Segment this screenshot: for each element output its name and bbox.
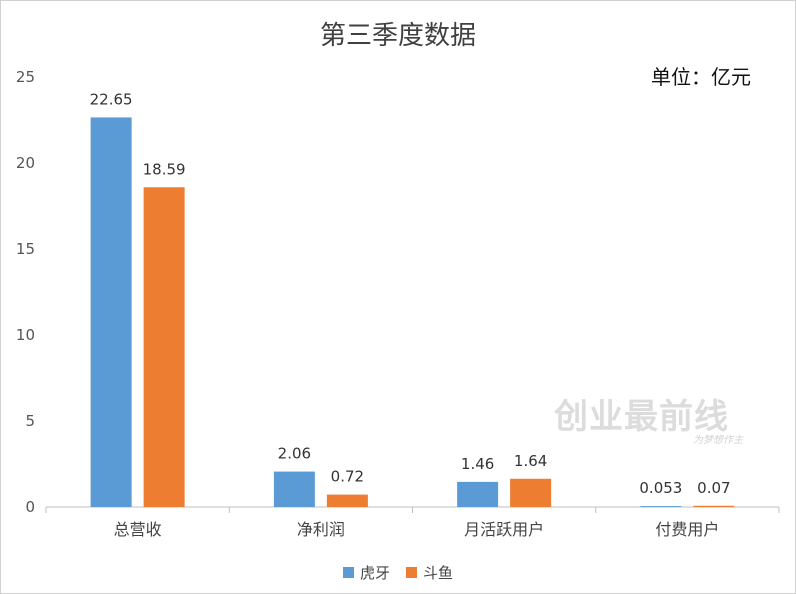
watermark-slogan: 为梦想作主 (693, 435, 743, 446)
category-label: 月活跃用户 (464, 520, 544, 539)
data-label: 0.07 (697, 479, 730, 497)
category-label: 付费用户 (655, 520, 719, 539)
legend-swatch-huya (342, 567, 354, 578)
data-label: 0.72 (331, 468, 364, 486)
bar-douyu (143, 187, 185, 507)
data-label: 2.06 (278, 445, 311, 463)
bar-douyu (326, 494, 368, 507)
bar-douyu (693, 505, 735, 507)
data-label: 0.053 (639, 479, 682, 497)
data-label: 22.65 (90, 90, 133, 108)
legend-label-douyu: 斗鱼 (423, 564, 454, 582)
y-tick-label: 15 (16, 240, 35, 258)
legend-item-douyu[interactable]: 斗鱼 (406, 562, 453, 583)
bar-huya (90, 117, 132, 508)
y-tick-label: 0 (25, 498, 35, 516)
watermark-logo: 创业最前线 (554, 397, 729, 437)
data-label: 18.59 (143, 160, 186, 178)
bar-huya (273, 471, 315, 507)
data-label: 1.46 (461, 455, 494, 473)
category-label: 总营收 (114, 520, 162, 539)
bar-huya (640, 506, 682, 507)
unit-label: 单位：亿元 (651, 65, 751, 89)
legend-swatch-douyu (406, 567, 417, 578)
y-tick-label: 20 (16, 154, 35, 172)
y-tick-label: 5 (25, 412, 35, 430)
legend-label-huya: 虎牙 (359, 564, 390, 582)
y-tick-label: 25 (16, 68, 35, 86)
data-label: 1.64 (514, 452, 547, 470)
chart-title: 第三季度数据 (319, 21, 476, 51)
bar-douyu (510, 478, 552, 507)
bar-huya (457, 481, 499, 507)
category-label: 净利润 (297, 520, 345, 539)
legend-item-huya[interactable]: 虎牙 (342, 562, 390, 583)
y-tick-label: 10 (16, 326, 35, 344)
legend: 虎牙 斗鱼 (1, 562, 795, 583)
